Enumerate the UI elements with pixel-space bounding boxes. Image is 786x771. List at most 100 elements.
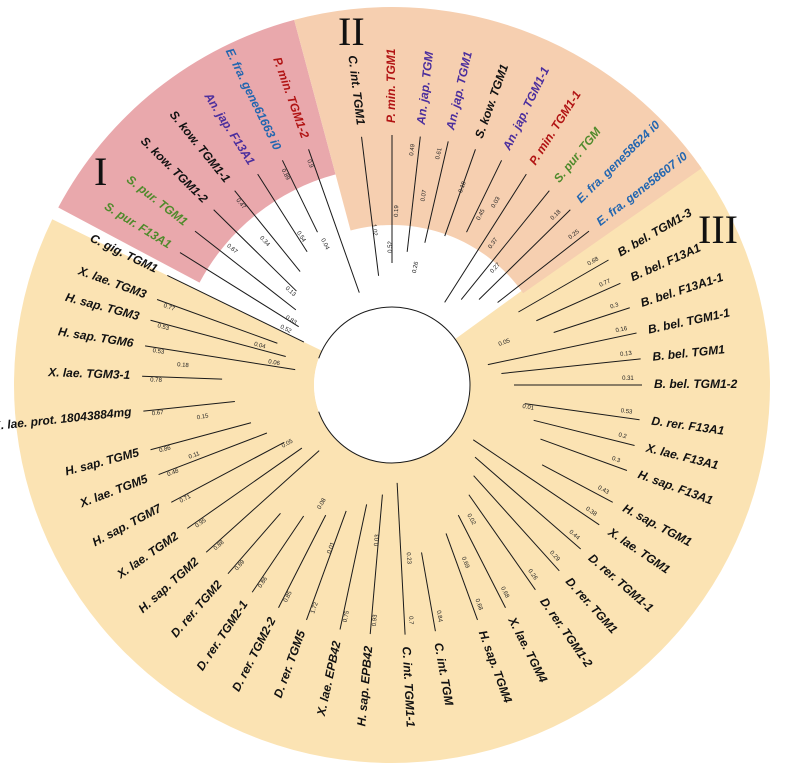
branch-length-label: 0.11 <box>188 451 201 461</box>
leaf-value-label: 0.85 <box>283 590 294 604</box>
branch-length-label: 0.19 <box>394 204 400 217</box>
branch-length-label: 0.54 <box>295 230 307 244</box>
leaf-label: P. min. TGM1 <box>384 48 398 123</box>
leaf-branch <box>234 190 301 272</box>
root-arc <box>318 306 471 464</box>
branch-length-label: 0.03 <box>374 534 381 547</box>
leaf-value-label: 0.7 <box>407 616 413 625</box>
leaf-branch <box>472 439 600 526</box>
branch-length-label: 0.23 <box>405 552 412 565</box>
leaf-value-label: 0.68 <box>587 256 601 267</box>
branch-length-label: 0.45 <box>476 208 487 222</box>
leaf-branch <box>339 504 368 630</box>
leaf-branch <box>281 160 318 233</box>
leaf-branch <box>143 401 235 412</box>
leaf-branch <box>179 252 299 328</box>
leaf-branch <box>167 274 305 343</box>
branch-length-label: 0.08 <box>317 497 328 511</box>
leaf-value-label: 0.77 <box>599 278 613 289</box>
leaf-branch <box>518 259 609 313</box>
clade-III-sector <box>14 162 770 764</box>
clade-II-label: II <box>338 9 365 54</box>
branch-length-label: 1.02 <box>370 224 377 237</box>
branch-length-label: 0.18 <box>177 362 190 369</box>
branch-length-label: 0.01 <box>522 404 535 412</box>
clade-I-sector <box>58 19 336 283</box>
branch-length-label: 0.05 <box>281 438 295 449</box>
leaf-branch <box>445 533 478 621</box>
leaf-branch <box>468 494 536 591</box>
leaf-branch <box>205 450 320 553</box>
branch-length-label: 0.34 <box>258 235 271 248</box>
branch-length-label: 0.04 <box>319 238 330 252</box>
leaf-value-label: 0.67 <box>152 410 165 417</box>
branch-length-label: 0.83 <box>284 315 298 327</box>
leaf-branch <box>396 482 406 635</box>
branch-length-label: 0.67 <box>225 243 238 256</box>
leaf-value-label: 0.53 <box>157 323 170 332</box>
branch-length-label: 0.13 <box>284 286 297 299</box>
leaf-value-label: 0.95 <box>194 517 208 529</box>
inner-circle <box>314 307 470 463</box>
leaf-branch <box>536 282 621 322</box>
leaf-branch <box>144 345 296 371</box>
tree-branches <box>142 135 642 635</box>
leaf-value-label: 0.75 <box>343 610 351 623</box>
leaf-value-label: 0.61 <box>435 147 444 160</box>
clade-backgrounds <box>14 7 770 764</box>
leaf-value-label: 0.86 <box>258 576 270 590</box>
leaf-value-label: 0.49 <box>409 143 416 156</box>
leaf-value-label: 0.68 <box>499 586 510 600</box>
branch-length-label: 0.03 <box>491 196 502 210</box>
leaf-value-label: 0.38 <box>584 506 598 518</box>
leaf-branch <box>444 149 476 237</box>
leaf-value-label: 0.2 <box>618 432 628 440</box>
leaf-label: B. bel. TGM1-2 <box>654 377 738 391</box>
leaf-branch <box>171 441 285 503</box>
leaf-branch <box>150 422 252 451</box>
leaf-branch <box>150 319 286 358</box>
leaf-value-label: 0.48 <box>167 468 181 478</box>
clade-I-label: I <box>94 149 107 194</box>
leaf-branch <box>524 403 640 421</box>
leaf-value-label: 0.13 <box>620 351 633 358</box>
leaf-branch <box>251 515 305 593</box>
leaf-branch <box>306 510 347 621</box>
branch-length-label: 0.52 <box>388 241 394 253</box>
leaf-value-label: 0.77 <box>162 303 176 313</box>
leaf-branch <box>553 307 630 333</box>
leaf-branch <box>421 552 436 632</box>
leaf-value-label: 0.68 <box>473 598 483 612</box>
leaf-value-label: 0.16 <box>615 326 628 334</box>
clade-II-sector <box>294 7 702 294</box>
leaf-branch <box>497 230 590 303</box>
branch-length-label: 0.01 <box>327 541 337 555</box>
leaf-branch <box>478 209 571 300</box>
clade-III-label: III <box>698 207 738 252</box>
leaf-value-label: 0.89 <box>280 168 291 182</box>
leaf-branch <box>257 173 308 253</box>
leaf-value-label: 0.3 <box>611 456 622 465</box>
branch-length-label: 0.06 <box>268 359 281 367</box>
leaf-value-label: 0.26 <box>526 568 538 582</box>
leaf-value-label: 0.86 <box>159 445 172 454</box>
leaf-branch <box>308 149 360 293</box>
leaf-branch <box>473 475 560 572</box>
leaf-branch <box>369 494 383 635</box>
leaf-branch <box>474 456 582 550</box>
branch-length-label: 0.15 <box>196 413 209 421</box>
leaf-branch <box>466 160 503 233</box>
leaf-branch <box>158 432 268 476</box>
leaf-branch <box>540 438 628 471</box>
branch-length-label: 0.07 <box>420 189 428 202</box>
leaf-branch <box>278 514 327 608</box>
leaf-branch <box>156 299 278 344</box>
leaf-branch <box>444 173 527 303</box>
leaf-branch <box>460 190 550 300</box>
branch-length-label: 0.02 <box>465 513 476 527</box>
leaf-value-label: 0.31 <box>622 376 634 382</box>
branch-length-label: 0.05 <box>498 338 512 348</box>
leaf-branch <box>457 514 506 608</box>
